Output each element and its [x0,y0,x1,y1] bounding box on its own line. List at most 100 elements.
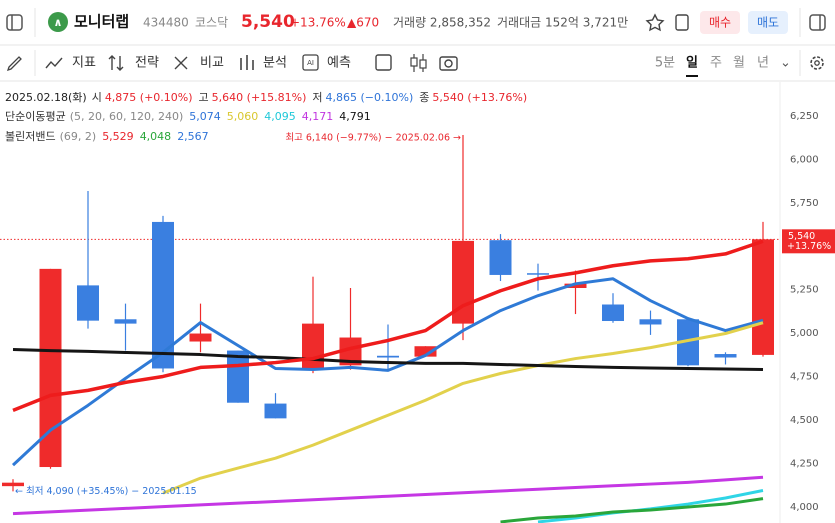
price: 5,540 [241,12,295,32]
info-text: 볼린저밴드 [5,130,56,143]
stock-code: 434480 [143,16,189,30]
candle-body [302,323,324,370]
sell-button[interactable] [748,11,788,34]
last-price-tag [782,229,835,254]
y-tick-label: 6,250 [790,111,819,122]
candle-body [677,319,699,366]
candle-body [39,268,62,468]
info-text: 5,640 (+15.81%) [212,91,307,104]
last-price-change: +13.76% [787,241,831,252]
annotation: ← 최저 4,090 (+35.45%) − 2025.01.15 [15,486,197,497]
sell-label: 매도 [757,16,779,30]
strategy-icon [108,55,124,71]
period-dropdown[interactable]: ⌄ [780,56,791,71]
stock-logo-mark: ∧ [54,16,63,29]
annotation: 최고 6,140 (−9.77%) − 2025.02.06 → [285,133,461,144]
candle-body [152,221,174,369]
panel-icon[interactable] [809,14,826,31]
candle-body [377,355,399,358]
indicator-line [12,348,764,372]
candle-icon-body [419,59,427,69]
sidebar-icon[interactable] [6,14,23,31]
candle-body [114,319,137,324]
candle-body [602,304,624,322]
settings-icon[interactable] [810,56,824,70]
toolbar-item[interactable]: 예측 [327,56,351,71]
candle-body [77,285,99,321]
y-tick-label: 5,250 [790,285,819,296]
market: 코스닥 [195,16,228,30]
info-text: 종 [419,91,429,104]
header-bar [0,0,835,45]
toolbar-item[interactable]: 지표 [72,56,96,71]
candle-body [2,482,24,487]
period-tab[interactable]: 주 [710,56,722,71]
indicator-line [12,239,764,412]
info-text: 4,048 [140,130,172,143]
turnover: 거래대금 152억 3,721만 [497,16,628,30]
volume: 거래량 2,858,352 [393,16,491,30]
candle-body [564,283,587,288]
info-text: 시 [92,91,102,104]
info-text: 고 [199,91,209,104]
favorite-icon[interactable] [645,13,665,32]
candle-body [189,333,212,342]
toolbar-item[interactable]: 비교 [200,56,224,71]
stock-name: 모니터랩 [74,13,129,31]
info-text: 4,171 [302,110,334,123]
indicator-line [500,497,764,523]
info-text: 4,865 (−0.10%) [326,91,414,104]
candle-body [227,350,249,403]
period-tab[interactable]: 5분 [655,56,675,71]
plot-area [0,135,780,523]
info-text: 2,567 [177,130,209,143]
toolbar-item[interactable]: 전략 [135,56,159,71]
candle-body [264,403,287,419]
y-tick-label: 4,250 [790,459,819,470]
candle-body [489,240,512,275]
indicator-line [11,277,764,467]
layout-icon[interactable] [375,54,392,71]
last-price-label: 5,540 [788,231,815,242]
y-tick-label: 6,000 [790,154,819,165]
info-text: 2025.02.18(화) [5,91,87,104]
buy-label: 매수 [709,16,731,30]
indicator-line [12,475,764,516]
forecast-icon-mark: AI [307,59,314,67]
stock-logo [48,12,68,32]
candle-body [414,346,437,357]
buy-button[interactable] [700,11,740,34]
camera-lens [444,59,453,68]
period-tab[interactable]: 일 [686,56,698,71]
settings-icon-core [814,60,820,66]
info-text: (69, 2) [60,130,97,143]
info-text: 5,540 (+13.76%) [432,91,527,104]
draw-icon[interactable] [6,56,22,72]
analysis-icon [240,55,254,70]
change-pct: +13.76% [290,16,346,30]
period-tab[interactable]: 월 [733,56,745,71]
change: ▲670 [347,16,379,30]
info-text: 4,875 (+0.10%) [105,91,193,104]
candle-icon-body [410,57,418,67]
camera-icon[interactable] [439,56,458,71]
candle-body [639,319,662,325]
period-tab[interactable]: 년 [757,56,769,71]
y-tick-label: 4,000 [790,502,819,513]
compare-icon [174,56,188,70]
y-tick-label: 5,750 [790,198,819,209]
info-text: 단순이동평균 [5,110,66,123]
candle-body [714,354,737,358]
info-text: 저 [312,91,322,104]
info-text: 5,074 [189,110,221,123]
info-text: (5, 20, 60, 120, 240) [70,110,184,123]
memo-icon[interactable] [675,14,689,31]
candle-body [752,239,774,355]
y-tick-label: 4,750 [790,372,819,383]
info-text: 4,791 [339,110,371,123]
toolbar-item[interactable]: 분석 [263,56,287,71]
candle-body [339,337,362,366]
y-tick-label: 4,500 [790,415,819,426]
info-text: 4,095 [264,110,296,123]
